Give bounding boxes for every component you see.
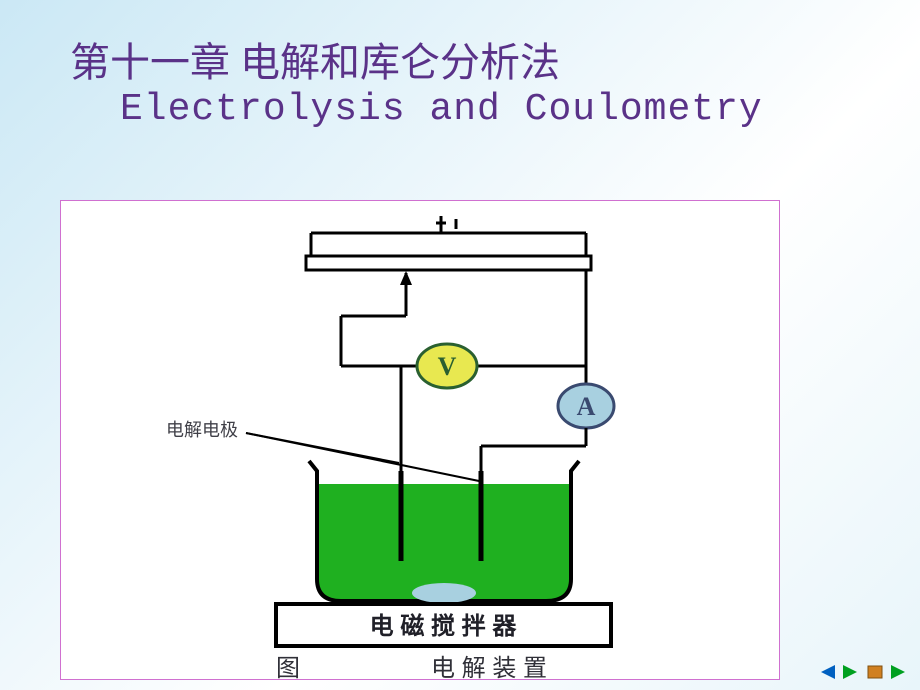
svg-text:电解电极: 电解电极 [166,420,238,440]
forward-button[interactable] [888,662,910,682]
electrolysis-diagram: V A 电解电极 电 磁 搅 拌 器 图 电 解 装 置 [61,201,781,681]
svg-text:电 解 装 置: 电 解 装 置 [431,655,547,681]
svg-text:电 磁 搅 拌 器: 电 磁 搅 拌 器 [370,612,518,640]
play-button[interactable] [840,662,862,682]
svg-text:图: 图 [276,655,300,681]
prev-button[interactable] [816,662,838,682]
diagram-frame: V A 电解电极 电 磁 搅 拌 器 图 电 解 装 置 [60,200,780,680]
chapter-title-english: Electrolysis and Coulometry [70,88,850,131]
chapter-title-chinese: 第十一章 电解和库仑分析法 [70,30,850,88]
navigation-controls [816,662,910,682]
svg-text:V: V [438,352,457,381]
stop-button[interactable] [864,662,886,682]
svg-text:A: A [577,392,596,421]
